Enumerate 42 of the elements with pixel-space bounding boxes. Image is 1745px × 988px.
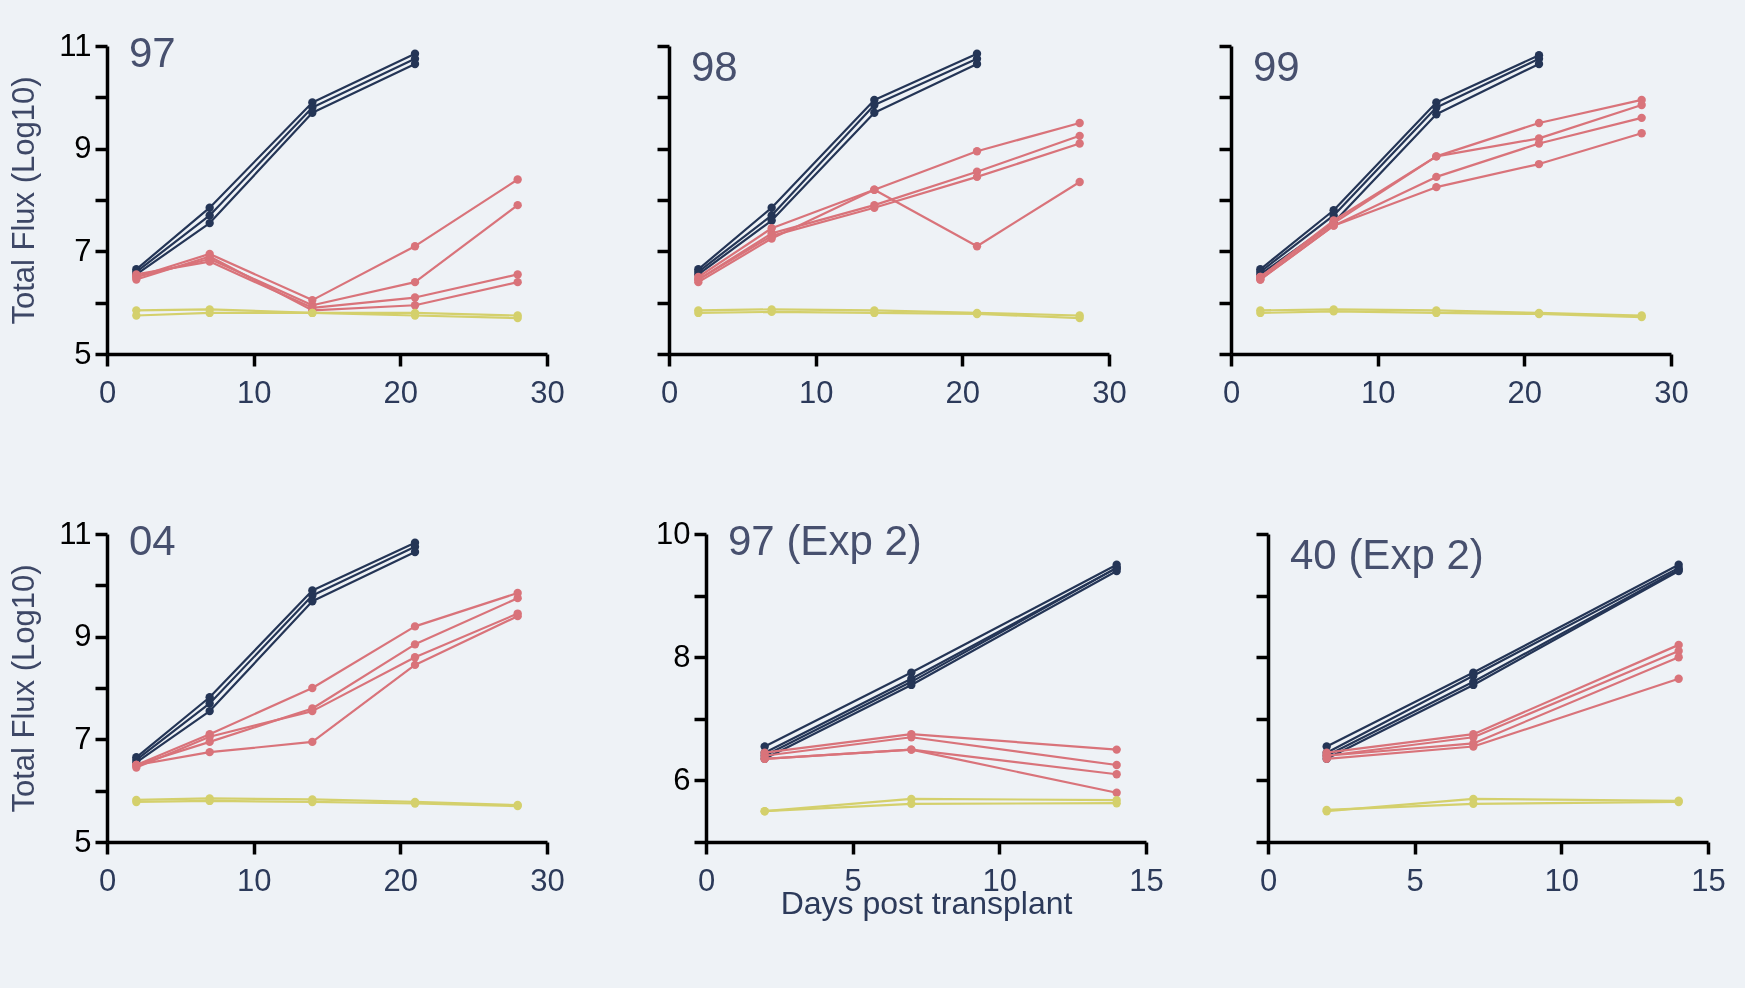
x-tick-label: 10 [236,374,272,410]
x-tick-label: 20 [383,862,419,898]
y-tick-label: 8 [673,638,691,674]
x-tick-label: 0 [660,374,679,410]
x-tick-label: 15 [1691,862,1726,898]
x-tick-label: 30 [530,374,565,410]
x-tick-label: 10 [236,862,272,898]
y-axis-title: Total Flux (Log10) [6,564,42,813]
x-tick-label: 0 [98,374,117,410]
chart-title: 98 [691,43,738,91]
y-axis-title: Total Flux (Log10) [6,76,42,325]
y-tick-label: 5 [74,335,92,371]
x-tick-label: 20 [1507,374,1543,410]
x-tick-label: 10 [982,862,1018,898]
chart-title: 97 [129,29,176,76]
x-tick-label: 15 [1129,862,1164,898]
x-tick-label: 10 [798,374,834,410]
x-tick-label: 0 [1222,374,1241,410]
x-tick-label: 30 [1092,374,1127,410]
y-tick-label: 5 [74,823,92,859]
x-tick-label: 0 [697,862,716,898]
y-tick-label: 9 [74,130,92,166]
x-tick-label: 0 [98,862,117,898]
x-tick-label: 30 [530,862,565,898]
x-tick-label: 0 [1259,862,1278,898]
x-tick-label: 20 [945,374,981,410]
y-tick-label: 6 [673,761,691,797]
y-tick-label: 11 [59,515,92,551]
chart-title: 99 [1253,43,1300,91]
y-tick-label: 9 [74,618,92,654]
chart-title: 40 (Exp 2) [1290,531,1484,579]
y-tick-label: 11 [59,27,92,63]
y-tick-label: 10 [656,515,691,551]
x-tick-label: 10 [1360,374,1396,410]
chart-title: 04 [129,517,176,564]
x-tick-label: 20 [383,374,419,410]
x-tick-label: 30 [1654,374,1689,410]
x-tick-label: 10 [1544,862,1580,898]
chart-title: 97 (Exp 2) [728,517,922,564]
x-tick-label: 5 [1406,862,1424,898]
y-tick-label: 7 [74,720,92,756]
y-tick-label: 7 [74,232,92,268]
